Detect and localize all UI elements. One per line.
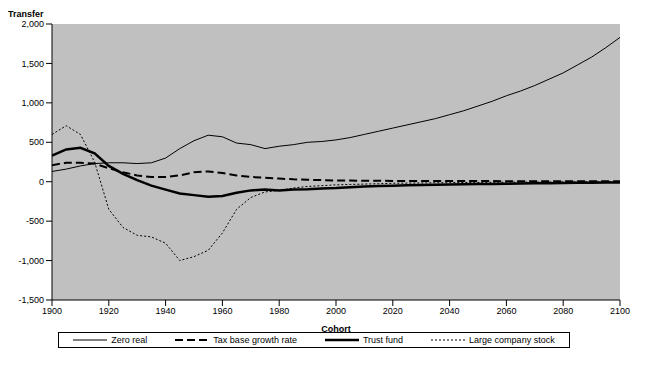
svg-text:2020: 2020 bbox=[383, 306, 403, 316]
html-text:Tax base growth rate: Tax base growth rate bbox=[213, 335, 297, 345]
svg-text:500: 500 bbox=[29, 137, 44, 147]
svg-text:Cohort: Cohort bbox=[321, 324, 351, 334]
svg-text:2,000: 2,000 bbox=[21, 20, 44, 29]
svg-text:-1,500: -1,500 bbox=[18, 295, 44, 305]
svg-text:-500: -500 bbox=[26, 216, 44, 226]
svg-text:2000: 2000 bbox=[326, 306, 346, 316]
svg-text:1920: 1920 bbox=[99, 306, 119, 316]
svg-text:2060: 2060 bbox=[496, 306, 516, 316]
svg-text:-1,000: -1,000 bbox=[18, 256, 44, 266]
svg-text:1980: 1980 bbox=[269, 306, 289, 316]
svg-text:1940: 1940 bbox=[156, 306, 176, 316]
svg-text:1900: 1900 bbox=[42, 306, 62, 316]
svg-text:1960: 1960 bbox=[212, 306, 232, 316]
html-text:Transfer: Transfer bbox=[8, 9, 44, 19]
svg-text:0: 0 bbox=[39, 177, 44, 187]
svg-text:1,000: 1,000 bbox=[21, 98, 44, 108]
html-text:Trust fund: Trust fund bbox=[362, 335, 404, 345]
svg-text:1,500: 1,500 bbox=[21, 59, 44, 69]
svg-text:2080: 2080 bbox=[553, 306, 573, 316]
svg-text:2100: 2100 bbox=[610, 306, 630, 316]
html-text:Large company stock: Large company stock bbox=[469, 335, 555, 345]
svg-text:2040: 2040 bbox=[440, 306, 460, 316]
html-text:Zero real: Zero real bbox=[111, 335, 148, 345]
